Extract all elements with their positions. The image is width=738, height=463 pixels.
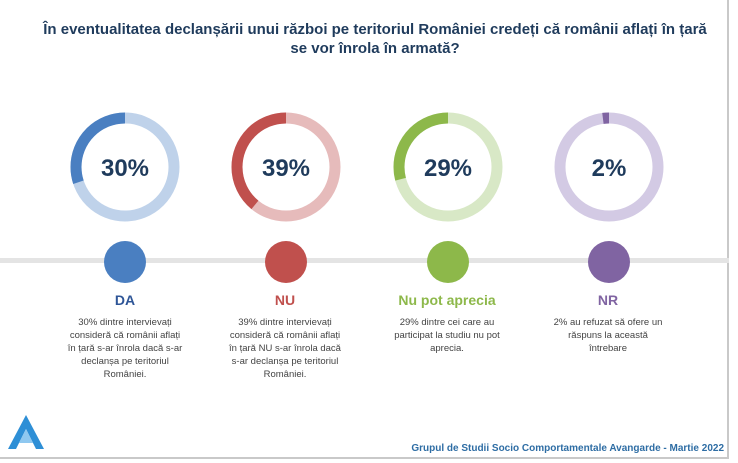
timeline-dot <box>588 241 630 283</box>
donut-charts: 30% 39% 29% 2% <box>70 112 664 283</box>
donut-slice-nr <box>554 112 664 222</box>
avangarde-logo-icon <box>8 415 44 449</box>
donut-value-label: 2% <box>592 155 627 182</box>
answer-label: Nu pot aprecia <box>398 292 496 308</box>
answer-label: DA <box>114 292 136 308</box>
answer-nu: NU 39% dintre intervievați consideră că … <box>215 292 355 381</box>
answer-description: 39% dintre intervievați consideră că rom… <box>229 317 341 380</box>
footer-source: Grupul de Studii Socio Comportamentale A… <box>411 443 724 454</box>
timeline-dot <box>427 241 469 283</box>
slide-frame <box>0 0 729 459</box>
answer-nu-pot-aprecia: Nu pot aprecia 29% dintre cei care au pa… <box>377 292 517 355</box>
timeline-dot <box>265 241 307 283</box>
answer-label: NR <box>597 292 619 308</box>
donut-slice-nu-pot-aprecia <box>393 112 503 222</box>
donut-value-label: 29% <box>424 155 472 182</box>
donut-value-label: 30% <box>101 155 149 182</box>
timeline-bar <box>0 258 729 263</box>
answer-da: DA 30% dintre intervievați consideră că … <box>55 292 195 381</box>
answer-description: 2% au refuzat să ofere un răspuns la ace… <box>553 317 663 354</box>
donut-slice-da <box>70 112 180 222</box>
chart-title: În eventualitatea declanșării unui războ… <box>43 21 707 57</box>
answer-description: 30% dintre intervievați consideră că rom… <box>67 317 183 380</box>
donut-slice-nu <box>231 112 341 222</box>
timeline-dot <box>104 241 146 283</box>
donut-value-label: 39% <box>262 155 310 182</box>
answer-description: 29% dintre cei care au participat la stu… <box>394 317 500 354</box>
answer-label: NU <box>274 292 296 308</box>
answer-nr: NR 2% au refuzat să ofere un răspuns la … <box>538 292 678 355</box>
